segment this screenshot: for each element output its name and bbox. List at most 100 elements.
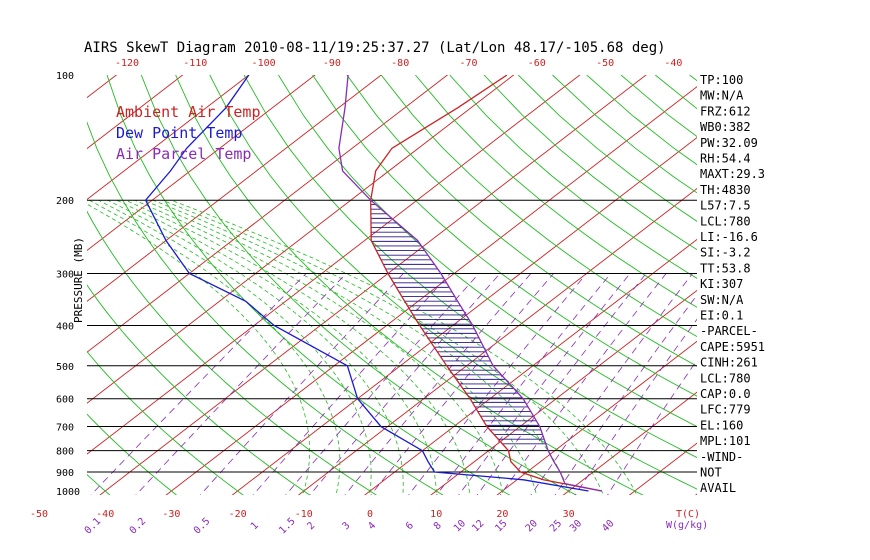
ambient-temp-line	[370, 75, 602, 492]
isotherm-line	[756, 66, 870, 500]
index-item: AVAIL	[700, 481, 736, 495]
legend-ambient: Ambient Air Temp	[116, 103, 261, 121]
isotherm-line	[87, 75, 316, 251]
temp-unit-label: T(C)	[676, 509, 700, 520]
temp-tick-label-bottom: 20	[496, 509, 508, 520]
mixing-ratio-tick-label: 2	[305, 520, 317, 532]
moist-adiabat-line	[116, 199, 437, 495]
mixing-ratio-line	[458, 273, 631, 495]
dry-adiabat-line	[0, 75, 48, 500]
dry-adiabat-line	[415, 75, 697, 308]
index-item: EI:0.1	[700, 309, 743, 323]
index-item: RH:54.4	[700, 152, 751, 166]
index-item: SW:N/A	[700, 293, 744, 307]
dry-adiabat-line	[140, 75, 578, 495]
mixing-ratio-tick-label: 12	[470, 518, 486, 534]
index-item: -WIND-	[700, 450, 743, 464]
moist-adiabat-line	[87, 203, 311, 495]
dry-adiabat-line	[861, 75, 870, 500]
dry-adiabat-line	[346, 75, 697, 367]
index-item: LFC:779	[700, 403, 751, 417]
isotherm-line	[297, 187, 697, 495]
temp-tick-label-bottom: -30	[162, 509, 180, 520]
mixing-ratio-tick-label: 0.2	[128, 516, 149, 537]
dewpoint-line	[144, 75, 589, 492]
dry-adiabat-line	[517, 75, 697, 222]
isotherm-line	[87, 75, 449, 353]
mixing-ratio-tick-label: 0.5	[192, 516, 213, 537]
index-item: FRZ:612	[700, 104, 751, 118]
y-axis-label: PRESSURE (MB)	[72, 237, 85, 323]
mixing-ratio-tick-label: 15	[493, 518, 509, 534]
mixing-ratio-tick-label: 40	[600, 518, 616, 534]
dry-adiabat-line	[312, 75, 697, 397]
dry-adiabat-line	[175, 75, 644, 495]
pressure-tick-label: 900	[56, 468, 74, 479]
mixing-ratio-tick-label: 1	[249, 520, 261, 532]
isotherm-line	[496, 340, 697, 495]
pressure-tick-label: 100	[56, 71, 74, 82]
mixing-ratio-tick-label: 6	[404, 520, 416, 532]
mixing-ratio-line	[199, 273, 404, 495]
mixing-ratio-tick-label: 3	[340, 520, 352, 532]
temp-tick-label-top: -80	[391, 58, 409, 69]
isotherm-line	[99, 75, 647, 495]
mixing-ratio-line	[252, 273, 451, 495]
legend-dewpoint: Dew Point Temp	[116, 124, 242, 142]
mixing-ratio-line	[436, 273, 612, 495]
isotherm-line	[87, 75, 581, 455]
index-item: TP:100	[700, 73, 743, 87]
mixing-ratio-line	[370, 273, 554, 495]
pressure-tick-label: 500	[56, 362, 74, 373]
series-lines	[144, 75, 602, 492]
index-item: PW:32.09	[700, 136, 758, 150]
moist-adiabat-line	[162, 199, 604, 495]
temp-tick-label-bottom: -20	[229, 509, 247, 520]
moist-adiabat-line	[98, 199, 372, 495]
dry-adiabat-line	[380, 75, 697, 338]
temp-tick-label-top: -60	[528, 58, 546, 69]
isotherm-line	[87, 75, 250, 201]
mixing-ratio-tick-label: 4	[366, 520, 378, 532]
mixing-ratio-tick-label: 25	[548, 518, 564, 534]
index-item: L57:7.5	[700, 199, 751, 213]
temp-tick-label-top: -110	[183, 58, 207, 69]
chart-title: AIRS SkewT Diagram 2010-08-11/19:25:37.2…	[84, 40, 666, 56]
pressure-tick-label: 700	[56, 423, 74, 434]
mixing-ratio-unit-label: W(g/kg)	[666, 520, 708, 531]
index-item: MW:N/A	[700, 89, 744, 103]
index-item: NOT	[700, 466, 722, 480]
pressure-tick-label: 200	[56, 196, 74, 207]
temp-tick-label-top: -90	[323, 58, 341, 69]
index-item: TT:53.8	[700, 261, 751, 275]
temp-tick-label-bottom: -40	[96, 509, 114, 520]
index-item: LI:-16.6	[700, 230, 758, 244]
isotherm-line	[430, 289, 697, 495]
dry-adiabat-line	[87, 474, 111, 495]
mixing-ratio-tick-label: 10	[452, 518, 468, 534]
index-item: CINH:261	[700, 356, 758, 370]
index-item: TH:4830	[700, 183, 751, 197]
index-item: MAXT:29.3	[700, 167, 765, 181]
isotherm-line	[231, 137, 697, 495]
temp-tick-label-bottom: 30	[563, 509, 575, 520]
isotherm-line	[87, 75, 515, 404]
legend-parcel: Air Parcel Temp	[116, 145, 251, 163]
mixing-ratio-line	[90, 273, 307, 495]
mixing-ratio-line	[135, 273, 347, 495]
dry-adiabat-line	[87, 350, 244, 495]
mixing-ratio-line	[499, 273, 667, 495]
dry-adiabat-line	[209, 75, 697, 490]
dry-adiabat-line	[87, 413, 178, 495]
temp-tick-label-top: -70	[459, 58, 477, 69]
dry-adiabat-line	[106, 75, 511, 495]
pressure-tick-label: 400	[56, 321, 74, 332]
mixing-ratio-tick-label: 20	[524, 518, 540, 534]
index-item: KI:307	[700, 277, 743, 291]
mixing-ratio-line	[554, 294, 697, 495]
isotherm-line	[87, 75, 184, 150]
isotherm-line	[364, 238, 697, 495]
moist-adiabat-line	[143, 199, 537, 495]
temp-tick-label-bottom: 0	[367, 509, 373, 520]
index-item: CAPE:5951	[700, 340, 765, 354]
